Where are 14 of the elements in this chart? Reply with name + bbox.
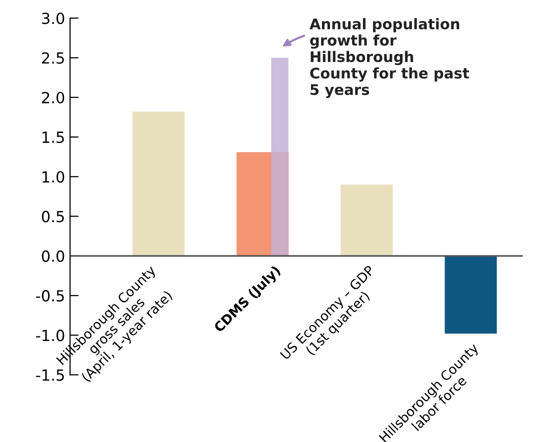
y-tick-label: 0.0 xyxy=(42,250,64,262)
y-tick-label: 2.5 xyxy=(42,52,64,64)
y-tick-label: 2.0 xyxy=(42,92,64,104)
y-tick-label: -1.5 xyxy=(36,369,64,381)
bar xyxy=(444,256,497,334)
bar xyxy=(340,184,393,256)
y-tick-label: 0.5 xyxy=(42,210,64,222)
y-tick-label: 1.5 xyxy=(42,132,64,144)
y-tick-label: 3.0 xyxy=(42,12,64,24)
annotation: Annual population growth for Hillsborough County for the past 5 years xyxy=(310,18,470,98)
bar xyxy=(132,112,185,256)
bar xyxy=(271,58,288,256)
y-tick-label: 1.0 xyxy=(42,171,64,183)
y-tick-label: -0.5 xyxy=(36,290,64,302)
